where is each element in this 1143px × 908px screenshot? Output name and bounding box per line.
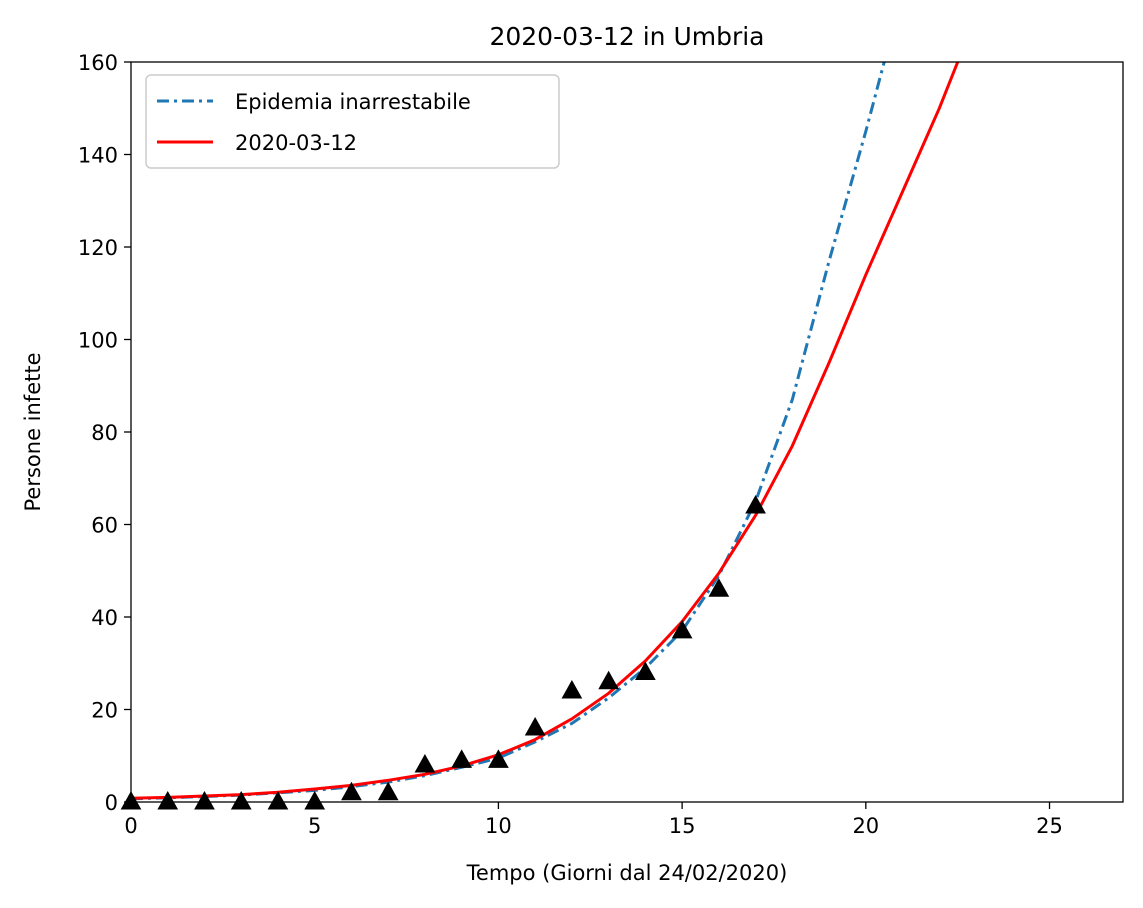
legend-label-2020-03-12: 2020-03-12 <box>235 131 357 155</box>
x-tick-label: 20 <box>852 814 879 838</box>
data-point-marker <box>671 619 693 639</box>
chart-title: 2020-03-12 in Umbria <box>489 22 764 51</box>
data-point-marker <box>488 749 509 768</box>
data-point-marker <box>524 716 546 736</box>
y-tick-label: 140 <box>78 144 118 168</box>
legend: Epidemia inarrestabile 2020-03-12 <box>145 74 560 169</box>
data-point-marker <box>598 670 619 690</box>
y-tick-label: 80 <box>91 421 118 445</box>
data-point-marker <box>635 661 656 680</box>
x-tick-label: 25 <box>1036 814 1063 838</box>
y-tick-label: 120 <box>78 236 118 260</box>
y-tick-label: 0 <box>105 791 118 815</box>
data-point-marker <box>561 679 583 699</box>
data-point-marker <box>451 749 473 768</box>
y-tick-label: 40 <box>91 606 118 630</box>
plot-area-background <box>131 62 1123 802</box>
legend-label-epidemia-inarrestabile: Epidemia inarrestabile <box>235 90 471 114</box>
data-point-marker <box>341 781 362 801</box>
data-point-marker <box>414 753 436 773</box>
data-point-marker <box>377 781 399 801</box>
data-point-marker <box>194 790 215 810</box>
y-tick-label: 60 <box>91 514 118 538</box>
ticks-layer: 0 5 10 15 20 25 0 20 40 60 80 100 120 140 160 <box>78 51 1063 838</box>
data-point-marker <box>708 578 730 597</box>
series-layer <box>131 62 960 801</box>
x-tick-label: 5 <box>308 814 321 838</box>
data-point-marker <box>267 790 289 810</box>
legend-box <box>145 74 560 169</box>
y-tick-label: 20 <box>91 699 118 723</box>
y-tick-label: 160 <box>78 51 118 75</box>
data-point-marker <box>745 494 766 514</box>
series-line-2020-03-12 <box>131 62 960 800</box>
marker-layer <box>120 494 766 810</box>
x-tick-label: 0 <box>124 814 137 838</box>
y-axis-label: Persone infette <box>21 352 45 511</box>
data-point-marker <box>230 790 252 810</box>
x-axis-label: Tempo (Giorni dal 24/02/2020) <box>466 861 788 885</box>
data-point-marker <box>157 790 179 810</box>
x-tick-label: 15 <box>669 814 696 838</box>
x-tick-label: 10 <box>485 814 512 838</box>
y-tick-label: 100 <box>78 329 118 353</box>
